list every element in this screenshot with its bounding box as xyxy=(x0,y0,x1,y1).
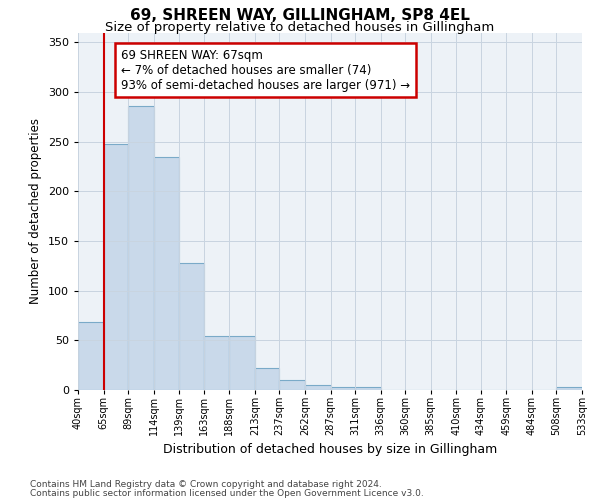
X-axis label: Distribution of detached houses by size in Gillingham: Distribution of detached houses by size … xyxy=(163,444,497,456)
Text: Size of property relative to detached houses in Gillingham: Size of property relative to detached ho… xyxy=(106,21,494,34)
Bar xyxy=(305,385,331,390)
Text: 69, SHREEN WAY, GILLINGHAM, SP8 4EL: 69, SHREEN WAY, GILLINGHAM, SP8 4EL xyxy=(130,8,470,22)
Bar xyxy=(280,380,305,390)
Text: 69 SHREEN WAY: 67sqm
← 7% of detached houses are smaller (74)
93% of semi-detach: 69 SHREEN WAY: 67sqm ← 7% of detached ho… xyxy=(121,48,410,92)
Bar xyxy=(204,336,229,390)
Bar xyxy=(78,322,104,390)
Bar xyxy=(331,387,355,390)
Bar xyxy=(179,263,204,390)
Bar xyxy=(128,106,154,390)
Text: Contains HM Land Registry data © Crown copyright and database right 2024.: Contains HM Land Registry data © Crown c… xyxy=(30,480,382,489)
Bar xyxy=(154,156,179,390)
Text: Contains public sector information licensed under the Open Government Licence v3: Contains public sector information licen… xyxy=(30,488,424,498)
Bar xyxy=(104,144,128,390)
Bar xyxy=(255,368,280,390)
Y-axis label: Number of detached properties: Number of detached properties xyxy=(29,118,42,304)
Bar xyxy=(556,387,582,390)
Bar xyxy=(355,387,380,390)
Bar xyxy=(229,336,255,390)
